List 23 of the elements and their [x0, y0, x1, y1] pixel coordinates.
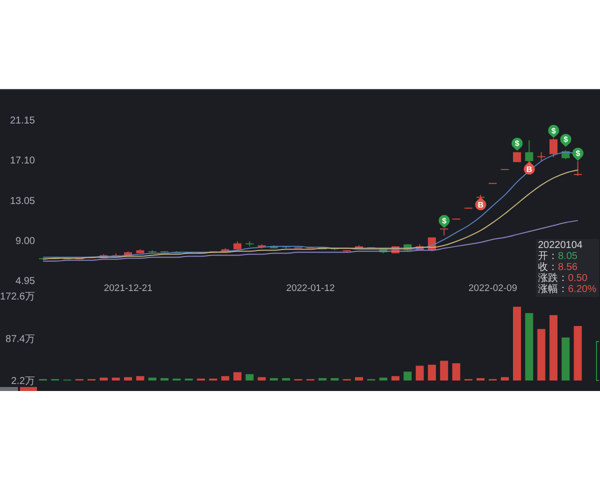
- y-tick-label: 21.15: [10, 116, 36, 127]
- data-label: B: [526, 164, 532, 174]
- y-tick-label: 9.00: [16, 236, 36, 247]
- x-tick-label: 2022-01-12: [286, 283, 335, 294]
- data-label: $: [564, 135, 569, 144]
- annotation: 收：8.56: [538, 262, 578, 273]
- x-tick-label: 2021-12-21: [104, 283, 152, 294]
- annotation: 涨跌：0.50: [538, 273, 588, 284]
- data-label: $: [514, 139, 520, 148]
- y-tick-label: 87.4万: [6, 334, 35, 345]
- y-tick-label: 4.95: [16, 276, 36, 288]
- data-label: $: [551, 126, 556, 136]
- y-tick-label: 172.6万: [0, 292, 35, 303]
- y-tick-label: 17.10: [10, 156, 36, 167]
- data-label: $: [576, 149, 581, 158]
- x-tick-label: 2022-02-09: [468, 283, 518, 294]
- text: 涨幅：6.20%: [538, 284, 596, 295]
- annotation: 开：8.05: [538, 251, 578, 262]
- data-label: B: [478, 200, 484, 210]
- annotation: 20220104: [538, 240, 582, 251]
- y-tick-label: 2.2万: [11, 376, 35, 388]
- data-label: $: [442, 216, 447, 226]
- y-tick-label: 13.05: [10, 196, 36, 207]
